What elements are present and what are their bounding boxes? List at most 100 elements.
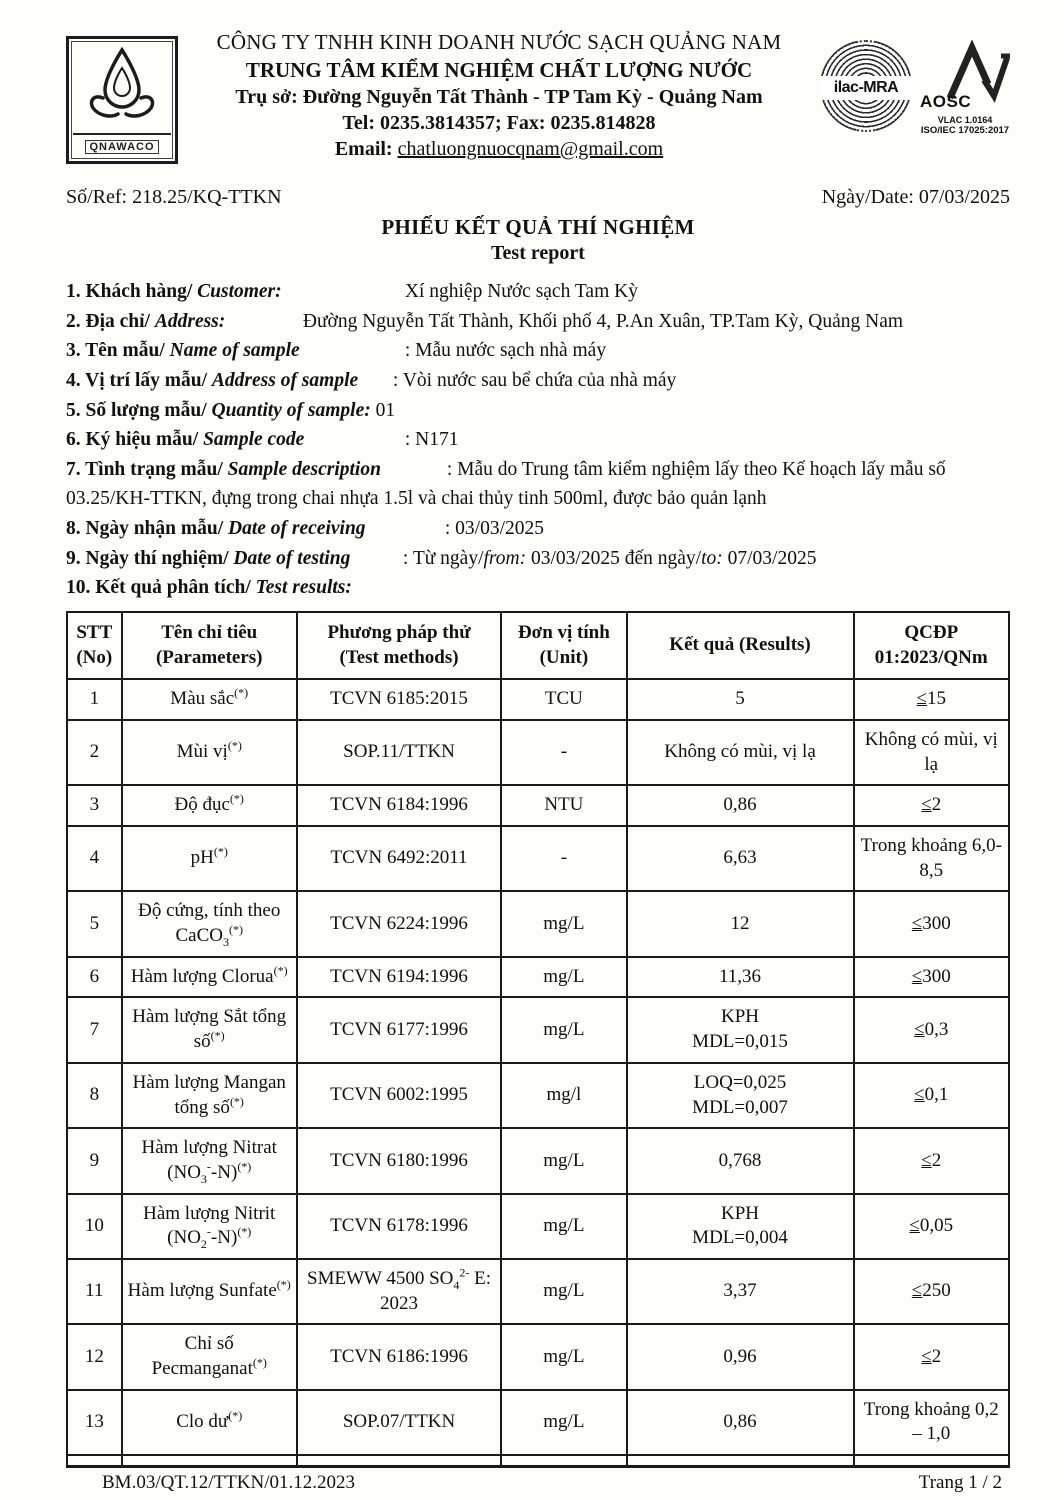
cell-no: 5 [66,890,123,958]
cell-limit: ≤250 [852,1257,1011,1326]
cell-no: 11 [66,1257,123,1326]
document-title-en: Test report [491,242,585,264]
aosc-label: AOSC [920,92,972,111]
cell-limit: ≤0,05 [852,1192,1011,1260]
col-header-result: Kết quả (Results) [625,610,855,681]
cell-method: TCVN 6184:1996 [295,784,503,827]
iso-standard: ISO/IEC 17025:2017 [920,125,1010,136]
info-item-1: 1. Khách hàng/ Customer: Xí nghiệp Nước … [66,277,1010,307]
info-item-value: : Mẫu do Trung tâm kiểm nghiệm lấy theo … [66,458,946,510]
cell-unit: mg/L [500,1127,628,1195]
page-footer: BM.03/QT.12/TTKN/01.12.2023 Trang 1 / 2 [66,1472,1010,1494]
cell-unit: mg/L [500,996,628,1064]
info-item-2: 2. Địa chỉ/ Address: Đường Nguyễn Tất Th… [66,307,1010,337]
cell-unit: mg/L [500,1192,628,1260]
info-item-9: 9. Ngày thí nghiệm/ Date of testing : Từ… [66,544,1010,574]
cell-method: SMEWW 4500 SO42- E: 2023 [295,1257,503,1326]
info-item-label: 9. Ngày thí nghiệm/ Date of testing [66,547,351,569]
cell-param: Màu sắc(*) [120,678,298,721]
reference-number: Số/Ref: 218.25/KQ-TTKN [66,186,282,208]
cell-method: SOP.07/TTKN [295,1388,503,1457]
cell-param: Hàm lượng Sắt tổng số(*) [120,996,298,1064]
cell-unit: mg/L [500,1323,628,1391]
cell-method: TCVN 6186:1996 [295,1323,503,1391]
table-row: 6 Hàm lượng Clorua(*) TCVN 6194:1996 mg/L 11… [66,955,1011,999]
info-item-8: 8. Ngày nhận mẫu/ Date of receiving : 03… [66,514,1010,544]
cell-method: TCVN 6185:2015 [295,678,503,721]
cut-cell [625,1454,855,1468]
cell-unit: mg/L [500,1388,628,1457]
cell-no: 7 [66,996,123,1064]
page-break-cut-row [66,1454,1011,1468]
info-item-label: 7. Tình trạng mẫu/ Sample description [66,458,381,480]
col-header-param: Tên chỉ tiêu (Parameters) [120,610,298,681]
results-table-body: 1 Màu sắc(*) TCVN 6185:2015 TCU 5 ≤15 2 Mùi vị(… [66,678,1011,1457]
info-item-value: Đường Nguyễn Tất Thành, Khối phố 4, P.An… [298,310,904,332]
col-header-method: Phương pháp thử (Test methods) [295,610,503,681]
cell-method: TCVN 6492:2011 [295,824,503,893]
cell-unit: mg/L [500,1257,628,1326]
cell-no: 13 [66,1388,123,1457]
info-item-4: 4. Vị trí lấy mẫu/ Address of sample : V… [66,366,1010,396]
company-address: Trụ sở: Đường Nguyễn Tất Thành - TP Tam … [235,86,763,108]
cell-no: 8 [66,1061,123,1130]
cell-param: pH(*) [120,824,298,893]
table-row: 5 Độ cứng, tính theo CaCO3(*) TCVN 6224:19… [66,890,1011,958]
cell-param: Độ đục(*) [120,784,298,827]
cell-param: Mùi vị(*) [120,718,298,787]
info-item-6: 6. Ký hiệu mẫu/ Sample code : N171 [66,425,1010,455]
table-row: 12 Chỉ số Pecmanganat(*) TCVN 6186:1996 mg/… [66,1323,1011,1391]
water-drop-icon [73,45,171,135]
info-item-label: 1. Khách hàng/ Customer: [66,281,282,302]
info-item-value: : 03/03/2025 [440,518,545,539]
info-item-value: : N171 [400,429,459,451]
company-phone: Tel: 0235.3814357; Fax: 0235.814828 [342,112,656,134]
qnawaco-logo: QNAWACO [66,36,178,164]
company-header-text: CÔNG TY TNHH KINH DOANH NƯỚC SẠCH QUẢNG … [178,30,820,161]
cell-result: LOQ=0,025 MDL=0,007 [625,1061,855,1130]
cell-method: TCVN 6177:1996 [295,996,503,1064]
info-item-value: Xí nghiệp Nước sạch Tam Kỳ [400,281,638,302]
cell-unit: - [500,718,628,787]
cell-result: KPH MDL=0,015 [625,996,855,1064]
accreditation-logos: ilac-MRA AOSC VLAC 1.0164 ISO/IEC 17025:… [820,39,1010,136]
info-item-10: 10. Kết quả phân tích/ Test results: [66,573,1010,603]
cell-limit: Trong khoảng 6,0-8,5 [852,824,1011,893]
table-row: 8 Hàm lượng Mangan tổng số(*) TCVN 6002:19… [66,1061,1011,1130]
cell-unit: mg/L [500,890,628,958]
table-row: 10 Hàm lượng Nitrit (NO2--N)(*) TCVN 6178:… [66,1192,1011,1260]
cut-cell [500,1454,628,1468]
cell-limit: ≤0,3 [852,996,1011,1064]
cell-method: TCVN 6178:1996 [295,1192,503,1260]
cell-no: 9 [66,1127,123,1195]
cell-no: 1 [66,678,123,721]
document-date: Ngày/Date: 07/03/2025 [821,186,1010,208]
cell-result: 11,36 [625,955,855,999]
ilac-mra-logo: ilac-MRA [820,40,912,132]
qnawaco-logo-label: QNAWACO [85,140,159,154]
cell-unit: mg/l [500,1061,628,1130]
info-item-label: 8. Ngày nhận mẫu/ Date of receiving [66,518,366,539]
cell-limit: ≤300 [852,890,1011,958]
table-row: 2 Mùi vị(*) SOP.11/TTKN - Không có mùi, vị l… [66,718,1011,787]
col-header-limit: QCĐP 01:2023/QNm [852,610,1011,681]
cell-unit: - [500,824,628,893]
aosc-check-icon [944,39,1010,109]
cell-limit: ≤0,1 [852,1061,1011,1130]
cell-no: 10 [66,1192,123,1260]
info-item-value: 01 [370,399,396,421]
cell-limit: ≤300 [852,955,1011,999]
company-name: CÔNG TY TNHH KINH DOANH NƯỚC SẠCH QUẢNG … [216,30,782,54]
cell-param: Hàm lượng Clorua(*) [120,955,298,999]
table-row: 4 pH(*) TCVN 6492:2011-6,63 Trong khoảng 6,… [66,824,1011,893]
cell-no: 2 [66,718,123,787]
cell-limit: ≤2 [852,1323,1011,1391]
cell-no: 4 [66,824,123,893]
center-name: TRUNG TÂM KIỂM NGHIỆM CHẤT LƯỢNG NƯỚC [245,58,753,82]
info-item-5: 5. Số lượng mẫu/ Quantity of sample: 01 [66,396,1010,426]
cell-param: Clo dư(*) [120,1388,298,1457]
table-row: 11 Hàm lượng Sunfate(*) SMEWW 4500 SO42- E… [66,1257,1011,1326]
cut-cell [295,1454,503,1468]
cell-limit: ≤2 [852,784,1011,827]
cell-limit: Không có mùi, vị lạ [852,718,1011,787]
